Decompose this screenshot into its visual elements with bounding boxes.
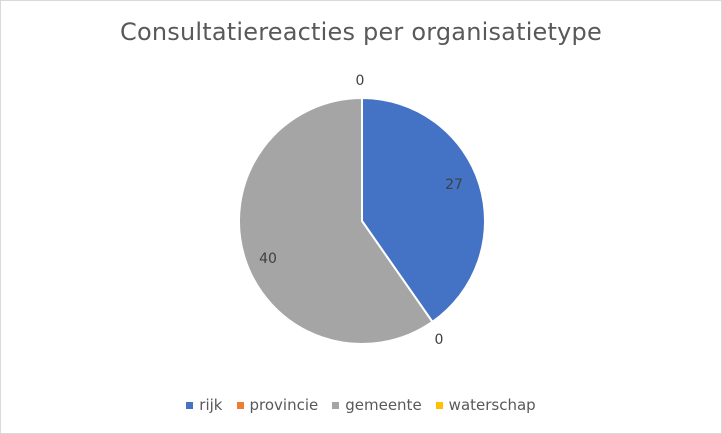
legend-label-waterschap: waterschap (448, 396, 536, 414)
data-label-provincie: 0 (435, 332, 444, 348)
legend-swatch-provincie (236, 401, 244, 409)
legend-label-gemeente: gemeente (345, 396, 422, 414)
legend-label-rijk: rijk (199, 396, 223, 414)
pie-slice-rijk (361, 96, 487, 324)
legend-swatch-waterschap (435, 401, 443, 409)
legend-item-provincie: provincie (236, 396, 319, 414)
data-label-waterschap: 0 (356, 73, 365, 89)
legend-item-rijk: rijk (186, 396, 223, 414)
data-label-gemeente: 40 (259, 251, 277, 267)
legend-swatch-rijk (186, 401, 194, 409)
data-label-rijk: 27 (445, 177, 463, 193)
legend-label-provincie: provincie (249, 396, 319, 414)
legend-swatch-gemeente (332, 401, 340, 409)
legend-item-gemeente: gemeente (332, 396, 422, 414)
legend-item-waterschap: waterschap (435, 396, 536, 414)
chart-title: Consultatiereacties per organisatietype (120, 18, 602, 46)
legend: rijk provincie gemeente waterschap (1, 396, 721, 414)
pie-slice-gemeente (238, 96, 434, 345)
